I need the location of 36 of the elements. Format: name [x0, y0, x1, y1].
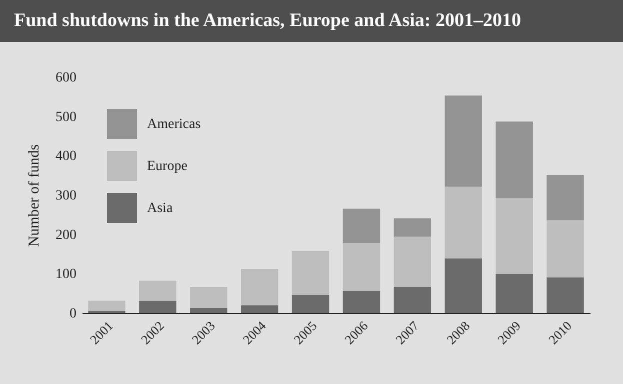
- bar: [88, 300, 126, 312]
- bar: [240, 268, 278, 306]
- bar: [342, 290, 380, 313]
- y-tick-label: 600: [56, 70, 76, 86]
- bar: [394, 236, 432, 288]
- bar: [546, 277, 584, 313]
- bar: [496, 121, 533, 198]
- y-tick-label: 400: [56, 149, 76, 164]
- bar: [139, 280, 176, 301]
- legend-label: Americas: [147, 117, 201, 132]
- bar: [190, 308, 228, 313]
- bar: [292, 294, 330, 313]
- y-tick-label: 0: [70, 306, 76, 322]
- chart-title: Fund shutdowns in the Americas, Europe and Asia: 2001–2010: [0, 0, 623, 42]
- legend-label: Europe: [147, 159, 188, 174]
- bar: [444, 186, 482, 258]
- bar: [496, 274, 533, 313]
- bar: [394, 287, 432, 313]
- bar: [190, 287, 228, 308]
- bar: [546, 174, 584, 220]
- y-tick-label: 500: [56, 110, 76, 125]
- bar: [342, 208, 380, 243]
- bar: [444, 258, 482, 313]
- y-tick-label: 200: [56, 228, 76, 243]
- bar: [546, 220, 584, 278]
- bar: [139, 300, 176, 313]
- legend-label: Asia: [147, 201, 174, 216]
- y-tick-label: 100: [56, 267, 76, 282]
- y-tick-label: 300: [56, 188, 76, 204]
- bar: [292, 250, 330, 295]
- bar: [444, 95, 482, 187]
- bar: [342, 242, 380, 291]
- y-axis-title: Number of funds: [26, 144, 42, 247]
- bar: [496, 198, 533, 274]
- bar: [240, 305, 278, 313]
- bar: [394, 218, 432, 237]
